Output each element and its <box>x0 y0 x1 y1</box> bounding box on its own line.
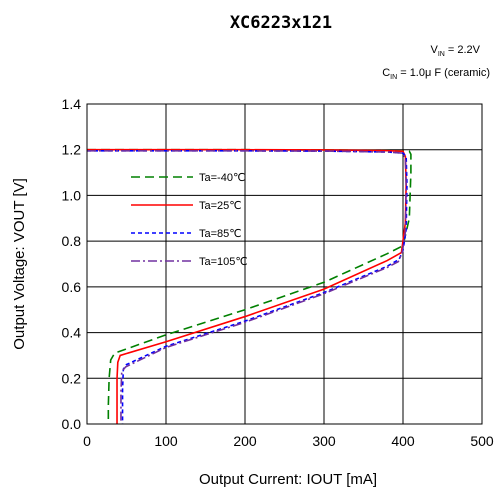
condition-cin: CIN = 1.0μ F (ceramic) <box>382 67 490 81</box>
y-tick-label: 0.0 <box>62 416 82 432</box>
x-tick-label: 100 <box>154 433 178 449</box>
y-tick-label: 0.2 <box>62 370 82 386</box>
y-tick-label: 0.6 <box>62 279 82 295</box>
y-tick-label: 1.4 <box>62 96 82 112</box>
condition-vin-sub: IN <box>438 51 445 58</box>
condition-vin: VIN = 2.2V <box>430 44 480 58</box>
series-line-2 <box>87 150 408 424</box>
x-axis-label: Output Current: IOUT [mA] <box>199 471 377 488</box>
series-lines <box>87 148 412 424</box>
series-line-0 <box>87 148 412 424</box>
condition-vin-main: V <box>430 44 438 56</box>
legend-label-3: Ta=105℃ <box>199 256 248 268</box>
legend-label-1: Ta=25℃ <box>199 200 242 212</box>
condition-cin-sub: IN <box>390 74 397 81</box>
x-tick-label: 400 <box>391 433 415 449</box>
x-tick-label: 300 <box>312 433 336 449</box>
tick-labels: 0 100 200 300 400 500 0.0 0.2 0.4 0.6 0.8 1.0 1.2 1.4 <box>62 96 494 449</box>
grid <box>86 103 483 425</box>
condition-cin-rest: = 1.0μ F (ceramic) <box>397 67 490 79</box>
condition-vin-rest: = 2.2V <box>445 44 481 56</box>
y-tick-label: 1.0 <box>62 187 82 203</box>
series-line-3 <box>87 150 407 424</box>
x-tick-label: 200 <box>233 433 257 449</box>
y-axis-label: Output Voltage: VOUT [V] <box>11 178 28 349</box>
y-tick-label: 0.4 <box>62 325 82 341</box>
y-tick-label: 1.2 <box>62 142 82 158</box>
legend-label-2: Ta=85℃ <box>199 228 242 240</box>
plot-area <box>86 103 483 425</box>
x-tick-label: 500 <box>470 433 494 449</box>
condition-cin-main: C <box>382 67 390 79</box>
chart-title: XC6223x121 <box>230 13 332 33</box>
legend-label-0: Ta=-40℃ <box>199 172 245 184</box>
x-tick-label: 0 <box>83 433 91 449</box>
legend: Ta=-40℃ Ta=25℃ Ta=85℃ Ta=105℃ <box>131 172 248 268</box>
y-tick-label: 0.8 <box>62 233 82 249</box>
